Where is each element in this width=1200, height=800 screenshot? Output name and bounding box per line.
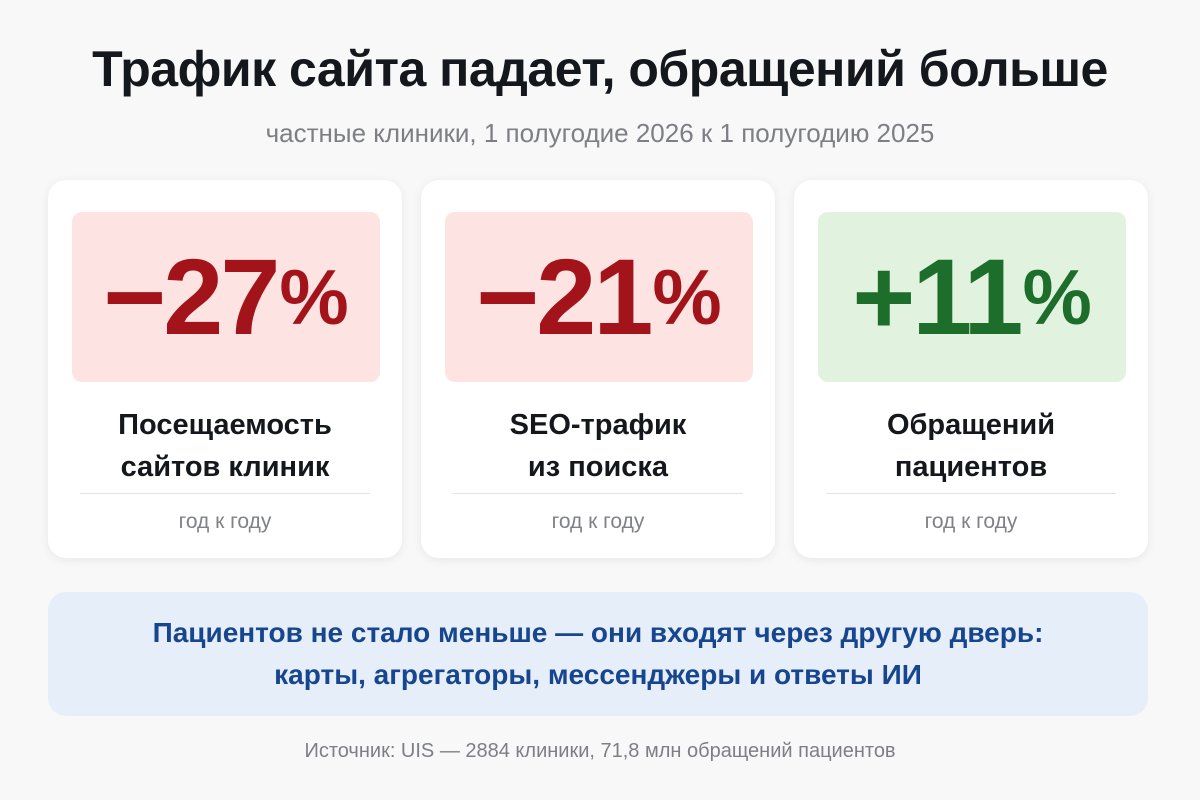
stat-note: год к году [178, 510, 272, 533]
stat-label-line1: Посещаемость [118, 409, 332, 441]
stat-value-box: −27% [72, 212, 380, 382]
stat-value: −21 [476, 236, 653, 357]
stat-label-line2: из поиска [527, 451, 669, 483]
insight-line1: Пациентов не стало меньше — они входят ч… [152, 617, 1044, 648]
card-divider [826, 493, 1116, 494]
card-divider [80, 493, 370, 494]
stat-value-box: −21% [445, 212, 753, 382]
stat-card-patient-inquiries: +11% Обращений пациентов год к году [794, 180, 1148, 558]
stat-label-line2: пациентов [894, 451, 1048, 483]
stat-unit: % [279, 253, 349, 341]
stat-label: Посещаемость сайтов клиник [48, 404, 402, 488]
stat-card-seo-traffic: −21% SEO-трафик из поиска год к году [421, 180, 775, 558]
stat-label: Обращений пациентов [794, 404, 1148, 488]
stat-label-line2: сайтов клиник [120, 451, 330, 483]
page-title: Трафик сайта падает, обращений больше [92, 41, 1108, 97]
stat-card-site-traffic: −27% Посещаемость сайтов клиник год к го… [48, 180, 402, 558]
stat-unit: % [652, 253, 722, 341]
stat-cards: −27% Посещаемость сайтов клиник год к го… [48, 180, 1148, 558]
stat-note: год к году [924, 510, 1018, 533]
stat-label-line1: Обращений [886, 409, 1056, 441]
insight-banner: Пациентов не стало меньше — они входят ч… [48, 592, 1148, 716]
insight-line2: карты, агрегаторы, мессенджеры и ответы … [274, 659, 922, 690]
stat-value: −27 [103, 236, 280, 357]
stat-label-line1: SEO-трафик [509, 409, 687, 441]
stat-unit: % [1022, 253, 1092, 341]
source-note: Источник: UIS — 2884 клиники, 71,8 млн о… [304, 740, 896, 762]
card-divider [453, 493, 743, 494]
stat-value-box: +11% [818, 212, 1126, 382]
stat-note: год к году [551, 510, 645, 533]
stat-label: SEO-трафик из поиска [421, 404, 775, 488]
stat-value: +11 [852, 236, 1023, 357]
page-subtitle: частные клиники, 1 полугодие 2026 к 1 по… [265, 118, 935, 148]
